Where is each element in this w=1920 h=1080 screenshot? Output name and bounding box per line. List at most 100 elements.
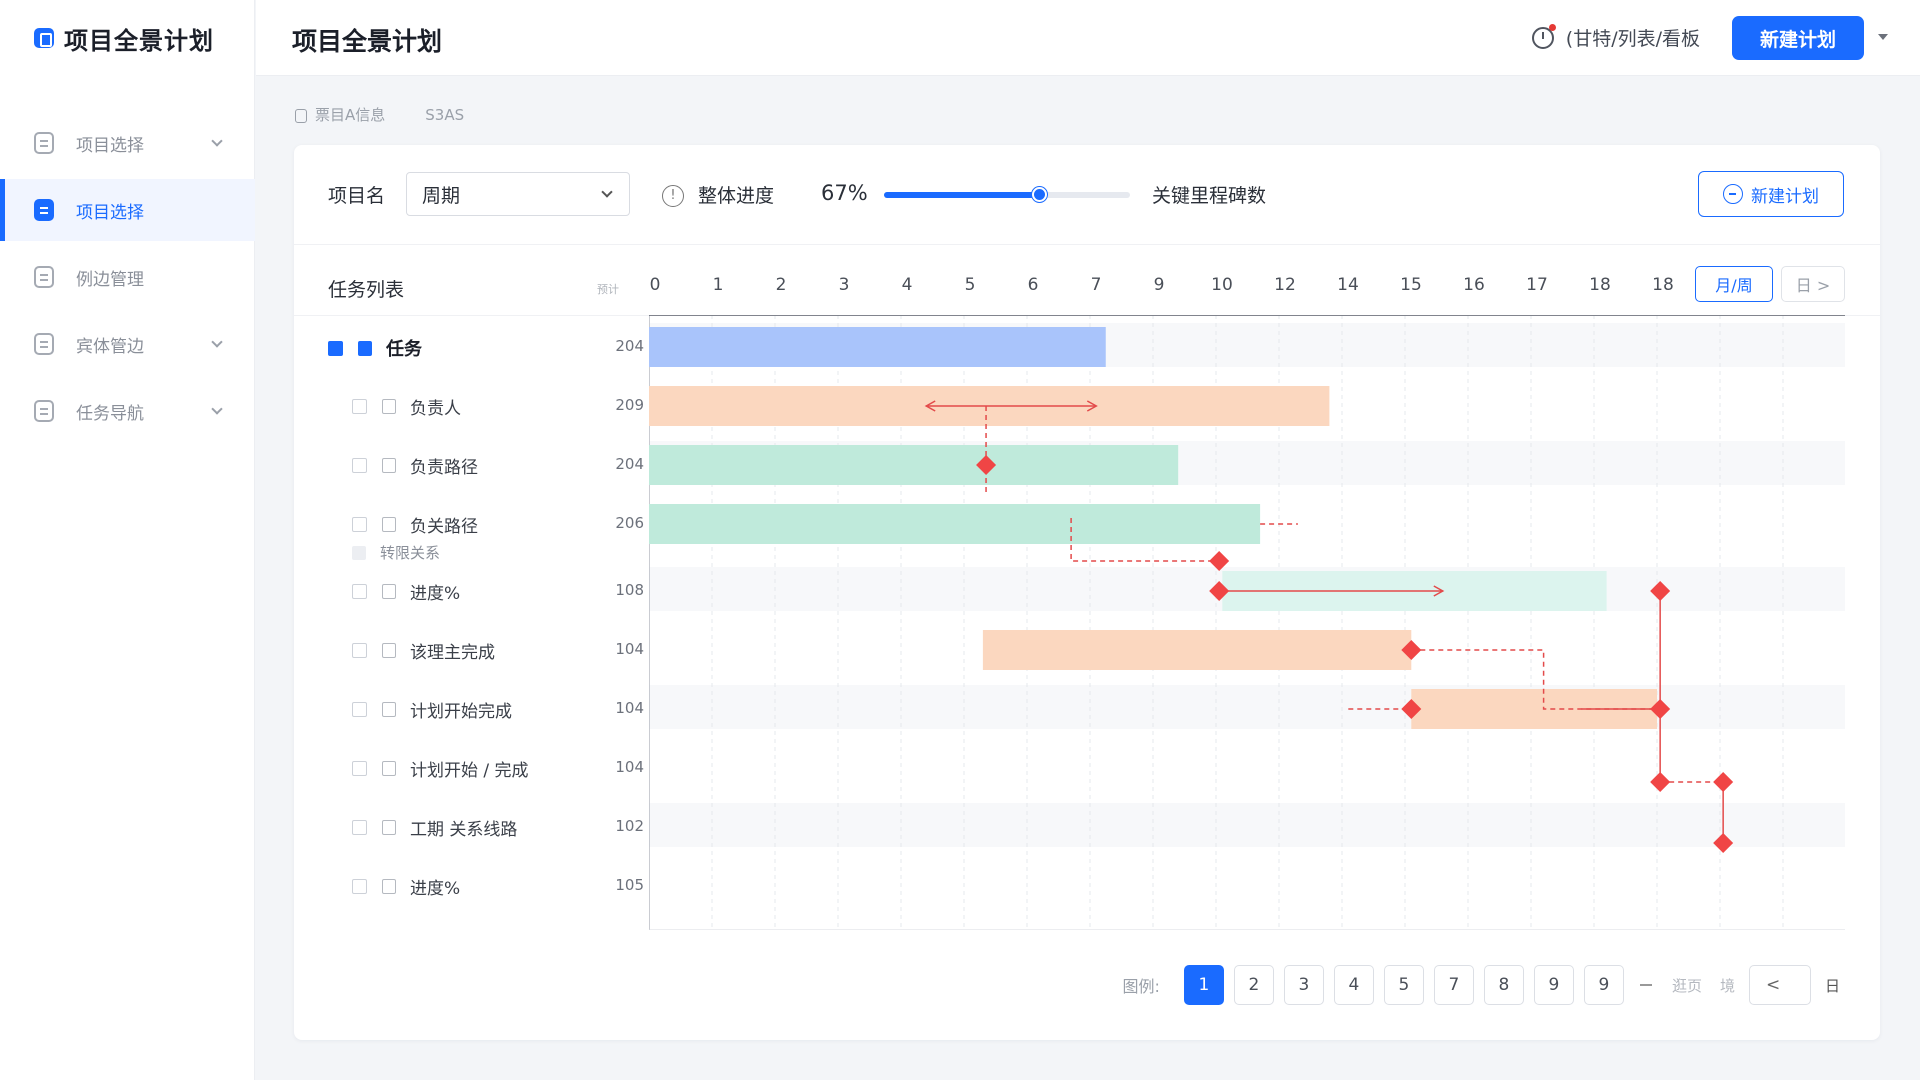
milestone-diamond (1650, 772, 1671, 792)
app-title: 项目全景计划 (64, 26, 214, 55)
timeline-tick: 5 (964, 275, 976, 295)
task-bar (649, 445, 1179, 485)
timeline-tick: 17 (1526, 275, 1548, 295)
progress-slider[interactable] (884, 187, 1130, 202)
view-switch-label: (甘特/列表/看板 (1565, 28, 1700, 50)
milestone-diamond (1713, 833, 1734, 853)
task-type-icon (382, 643, 396, 658)
timeline-tick: 12 (1274, 275, 1296, 295)
sidebar-item-label: 任务导航 (76, 403, 144, 424)
new-plan-outline-label: 新建计划 (1751, 186, 1819, 207)
task-row[interactable]: 进度% (352, 579, 460, 604)
page-button[interactable]: 3 (1283, 965, 1324, 1005)
task-subrow-label: 转限关系 (380, 544, 441, 562)
task-duration: 104 (615, 758, 644, 776)
caret-down-icon[interactable] (1878, 34, 1888, 40)
sidebar-nav: 项目选择 项目选择 例边管理 宾体管边 任务导航 (0, 112, 255, 447)
sidebar-item-management[interactable]: 例边管理 (0, 246, 255, 308)
task-row[interactable]: 进度% (352, 874, 460, 899)
task-row[interactable]: 该理主完成 (352, 638, 495, 663)
task-checkbox[interactable] (328, 340, 343, 356)
timeline-tick: 3 (838, 275, 850, 295)
folder-icon (34, 132, 54, 154)
task-type-icon (382, 761, 396, 776)
brand: 项目全景计划 (34, 22, 214, 55)
page-button[interactable]: 2 (1233, 965, 1274, 1005)
project-icon (34, 199, 54, 221)
task-type-icon (382, 879, 396, 894)
page-button[interactable]: 8 (1483, 965, 1524, 1005)
task-row[interactable]: 计划开始完成 (352, 697, 512, 722)
breadcrumb-item[interactable]: 票目A信息 (295, 104, 385, 125)
clipboard-icon (295, 108, 307, 123)
page-jump-input[interactable]: < (1748, 965, 1811, 1005)
page-button[interactable]: 7 (1433, 965, 1474, 1005)
calendar-icon (34, 266, 54, 288)
task-bar (649, 504, 1261, 544)
sidebar-item-label: 项目选择 (76, 202, 144, 223)
task-checkbox[interactable] (352, 399, 367, 414)
sidebar-item-task-nav[interactable]: 任务导航 (0, 380, 255, 442)
gantt-chart (649, 315, 1845, 930)
task-type-icon (382, 584, 396, 599)
sidebar-item-entities[interactable]: 宾体管边 (0, 313, 255, 375)
timeline-tick: 16 (1463, 275, 1485, 295)
task-checkbox[interactable] (352, 879, 367, 894)
task-row[interactable]: 工期 关系线路 (352, 815, 517, 840)
task-checkbox[interactable] (352, 761, 367, 776)
task-name: 负责路径 (410, 458, 478, 478)
overall-progress-label: 整体进度 (698, 185, 775, 207)
task-name: 进度% (410, 879, 461, 899)
task-row[interactable]: 负责路径 (352, 453, 478, 478)
milestone-diamond (1401, 640, 1422, 660)
task-type-icon (382, 702, 396, 717)
view-switcher[interactable]: (甘特/列表/看板 (1531, 23, 1700, 51)
task-checkbox[interactable] (352, 584, 367, 599)
project-select[interactable]: 周期 (406, 172, 630, 216)
task-checkbox[interactable] (352, 643, 367, 658)
task-row[interactable]: 负关路径 (352, 512, 478, 537)
progress-slider-handle[interactable] (1031, 187, 1047, 202)
milestone-diamond (1401, 699, 1422, 719)
task-checkbox[interactable] (352, 702, 367, 717)
task-name: 工期 关系线路 (410, 820, 518, 840)
list-icon (34, 333, 54, 355)
task-row[interactable]: 负责人 (352, 394, 461, 419)
sidebar-item-project-select-active[interactable]: 项目选择 (0, 179, 255, 241)
task-checkbox[interactable] (352, 517, 367, 532)
task-name: 该理主完成 (410, 643, 495, 663)
task-duration: 204 (615, 337, 644, 355)
breadcrumb-item[interactable]: S3AS (425, 105, 465, 124)
task-name: 负责人 (410, 399, 461, 419)
task-row[interactable]: 任务 (328, 335, 422, 361)
page-button[interactable]: 5 (1383, 965, 1424, 1005)
scale-day-button[interactable]: 日 > (1781, 266, 1845, 302)
task-checkbox[interactable] (352, 820, 367, 835)
task-list-title: 任务列表 (328, 279, 405, 301)
timeline-tick: 1 (712, 275, 724, 295)
task-checkbox[interactable] (352, 458, 367, 473)
new-plan-button[interactable]: 新建计划 (1732, 16, 1864, 60)
task-duration: 105 (615, 876, 644, 894)
project-select-value: 周期 (422, 184, 461, 207)
task-duration: 108 (615, 581, 644, 599)
task-subrow: 转限关系 (352, 542, 440, 563)
sidebar-item-project-select[interactable]: 项目选择 (0, 112, 255, 174)
sidebar-item-label: 例边管理 (76, 269, 144, 290)
info-icon[interactable]: ! (662, 185, 684, 207)
top-header: 项目全景计划 (甘特/列表/看板 新建计划 (256, 0, 1920, 76)
page-button[interactable]: 9 (1583, 965, 1624, 1005)
task-type-icon (358, 340, 372, 356)
document-icon (34, 400, 54, 422)
page-button[interactable]: 4 (1333, 965, 1374, 1005)
timeline-tick: 10 (1211, 275, 1233, 295)
dependency-line (1411, 649, 1661, 710)
new-plan-outline-button[interactable]: 新建计划 (1698, 171, 1844, 217)
scale-month-week-button[interactable]: 月/周 (1695, 266, 1773, 302)
task-row[interactable]: 计划开始 / 完成 (352, 756, 529, 781)
chevron-down-icon (601, 186, 613, 198)
page-button[interactable]: 1 (1183, 965, 1224, 1005)
page-button[interactable]: 9 (1533, 965, 1574, 1005)
timeline-tick: 18 (1589, 275, 1611, 295)
